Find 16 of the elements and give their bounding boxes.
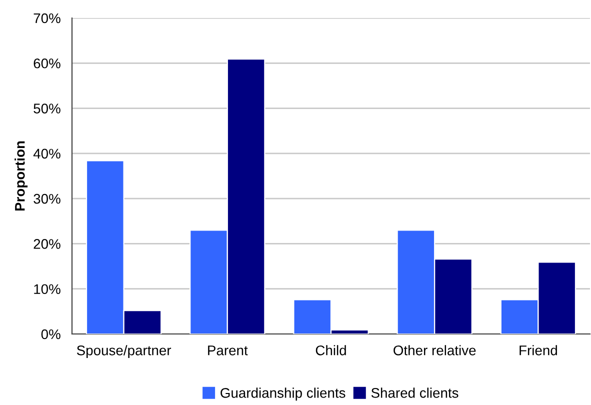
y-tick-label: 30% [34, 194, 60, 204]
y-tick-label: 0% [41, 329, 60, 340]
y-tick-label: 50% [34, 104, 60, 114]
x-tick-label: Child [316, 345, 346, 356]
y-tick-label: 20% [34, 239, 60, 249]
x-tick-label: Friend [520, 345, 557, 356]
y-axis-title: Proportion [14, 141, 28, 211]
y-tick-label: 70% [34, 13, 60, 24]
legend-label: Shared clients [371, 388, 458, 398]
x-tick-label: Spouse/partner [76, 345, 172, 358]
y-tick-label: 60% [34, 58, 60, 68]
legend-label: Guardianship clients [220, 388, 346, 401]
y-tick-label: 40% [33, 148, 60, 159]
x-tick-label: Other relative [394, 345, 476, 356]
x-tick-label: Parent [208, 346, 248, 356]
y-tick-label: 10% [34, 284, 60, 294]
